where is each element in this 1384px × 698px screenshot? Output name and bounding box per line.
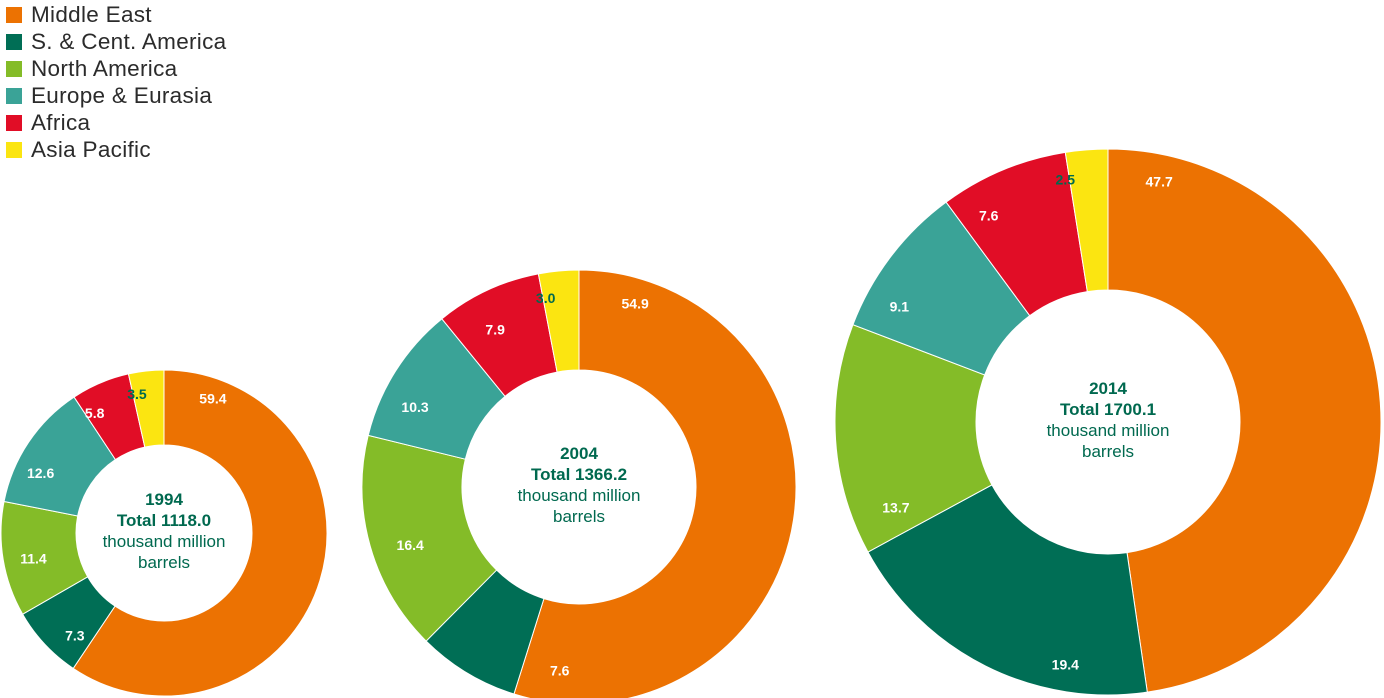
legend-item-middle-east: Middle East — [6, 1, 226, 28]
data-label-north-america-1994: 11.4 — [20, 550, 47, 566]
data-label-north-america-2014: 13.7 — [882, 500, 909, 516]
data-label-africa-2004: 7.9 — [485, 321, 505, 337]
data-label-middle-east-2014: 47.7 — [1146, 173, 1173, 189]
center-unit-line2-2014: barrels — [1082, 442, 1134, 461]
legend-swatch — [6, 87, 22, 104]
data-label-europe-and-eurasia-2004: 10.3 — [401, 399, 428, 415]
center-unit-line1-2004: thousand million — [518, 486, 641, 505]
donut-2014: 47.7 19.4 13.7 9.1 7.6 2.5 2014 Total 1700.1 tho… — [834, 148, 1382, 696]
legend: Middle East S. & Cent. America North Ameri… — [6, 1, 226, 163]
slice-asia-pacific-1994 — [127, 369, 165, 448]
legend-swatch — [6, 141, 22, 158]
slice-middle-east-2004 — [513, 269, 797, 698]
legend-label: Middle East — [31, 1, 152, 27]
slice-middle-east-1994 — [72, 369, 328, 697]
center-unit-line1-1994: thousand million — [103, 532, 226, 551]
data-label-europe-and-eurasia-1994: 12.6 — [27, 465, 54, 481]
legend-swatch — [6, 33, 22, 50]
legend-label: North America — [31, 55, 178, 81]
slice-asia-pacific-2014 — [1064, 148, 1109, 293]
legend-item-europe-and-eurasia: Europe & Eurasia — [6, 82, 226, 109]
slice-north-america-2004 — [361, 434, 498, 642]
legend-label: Europe & Eurasia — [31, 82, 213, 108]
legend-swatch — [6, 6, 22, 23]
data-label-s-and-cent-america-2014: 19.4 — [1052, 656, 1079, 672]
legend-item-asia-pacific: Asia Pacific — [6, 136, 226, 163]
data-label-africa-2014: 7.6 — [979, 207, 999, 223]
slice-north-america-2014 — [834, 324, 993, 553]
center-unit-line2-2004: barrels — [553, 507, 605, 526]
slice-s-and-cent-america-2014 — [867, 484, 1148, 696]
center-unit-line1-2014: thousand million — [1047, 421, 1170, 440]
center-year-2014: 2014 — [1089, 379, 1127, 398]
data-label-asia-pacific-2004: 3.0 — [536, 290, 556, 306]
center-total-label-2004: Total 1366.2 — [531, 465, 627, 484]
data-label-middle-east-2004: 54.9 — [622, 295, 649, 311]
data-label-middle-east-1994: 59.4 — [199, 391, 226, 407]
donut-1994: 59.4 7.3 11.4 12.6 5.8 3.5 1994 Total 1118.0 tho… — [0, 369, 328, 697]
data-label-asia-pacific-2014: 2.5 — [1056, 172, 1076, 188]
center-unit-line2-1994: barrels — [138, 553, 190, 572]
legend-label: Africa — [31, 109, 91, 135]
slice-middle-east-2014 — [1107, 148, 1382, 693]
legend-swatch — [6, 114, 22, 131]
data-label-europe-and-eurasia-2014: 9.1 — [890, 298, 910, 314]
slice-asia-pacific-2004 — [537, 269, 580, 373]
data-label-africa-1994: 5.8 — [85, 405, 105, 421]
data-label-north-america-2004: 16.4 — [397, 537, 424, 553]
data-label-s-and-cent-america-1994: 7.3 — [65, 628, 85, 644]
legend-swatch — [6, 60, 22, 77]
data-label-s-and-cent-america-2004: 7.6 — [550, 662, 570, 678]
center-total-label-2014: Total 1700.1 — [1060, 400, 1156, 419]
data-label-asia-pacific-1994: 3.5 — [127, 386, 147, 402]
legend-item-north-america: North America — [6, 55, 226, 82]
legend-item-s-and-cent-america: S. & Cent. America — [6, 28, 226, 55]
center-total-label-1994: Total 1118.0 — [117, 511, 211, 530]
legend-label: S. & Cent. America — [31, 28, 227, 54]
center-year-2004: 2004 — [560, 444, 598, 463]
legend-item-africa: Africa — [6, 109, 226, 136]
donut-2004: 54.9 7.6 16.4 10.3 7.9 3.0 2004 Total 1366.2 tho… — [361, 269, 797, 698]
center-year-1994: 1994 — [145, 490, 183, 509]
legend-label: Asia Pacific — [31, 136, 151, 162]
